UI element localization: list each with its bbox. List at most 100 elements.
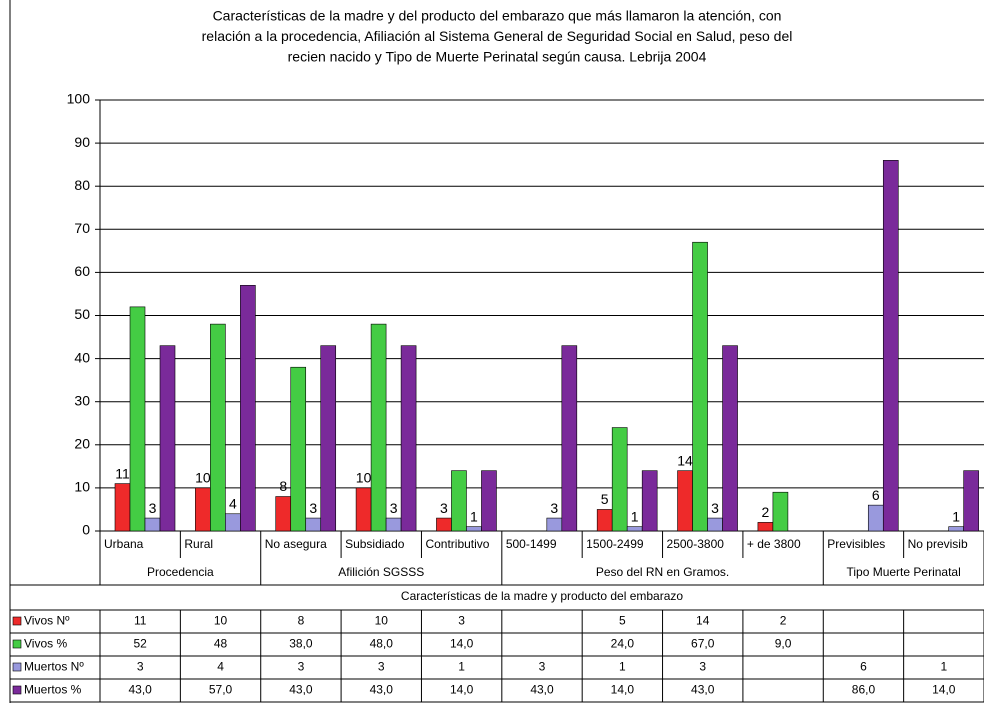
table-cell: 14,0	[611, 683, 635, 697]
bar	[159, 345, 176, 532]
table-cell: 48	[214, 637, 228, 651]
y-tick-label: 30	[74, 392, 90, 408]
table-cell: 43,0	[530, 683, 554, 697]
x-tick-label: Urbana	[104, 537, 144, 551]
bar	[626, 526, 643, 532]
legend-swatch	[12, 616, 22, 626]
x-tick-label: No asegura	[265, 537, 327, 551]
bar	[707, 517, 723, 532]
bar	[677, 470, 693, 532]
x-tick-label: Contributivo	[425, 537, 489, 551]
bar	[436, 517, 452, 532]
group-label: Tipo Muerte Perinatal	[846, 565, 960, 579]
group-label: Peso del RN en Gramos.	[596, 565, 729, 579]
data-label: 2	[762, 504, 770, 520]
bar	[948, 526, 964, 532]
data-label: 11	[115, 465, 130, 481]
table-cell: 43,0	[289, 683, 313, 697]
table-cell: 9,0	[775, 637, 792, 651]
y-tick-label: 20	[74, 436, 90, 452]
data-label: 10	[195, 470, 211, 486]
legend-swatch	[12, 662, 22, 672]
table-cell: 1	[940, 660, 947, 674]
bar	[370, 323, 387, 532]
data-label: 10	[356, 470, 372, 486]
bar	[882, 160, 899, 532]
bar	[641, 470, 658, 532]
data-label: 3	[440, 500, 448, 516]
table-cell: 57,0	[209, 683, 233, 697]
bar	[385, 517, 402, 532]
table-cell: 3	[699, 660, 706, 674]
bar	[144, 517, 161, 532]
y-tick-label: 10	[74, 479, 90, 495]
data-label: 1	[631, 508, 639, 524]
table-cell: 38,0	[289, 637, 313, 651]
table-cell: 5	[619, 614, 626, 628]
y-tick-label: 60	[74, 263, 90, 279]
bar	[400, 345, 417, 532]
data-label: 4	[229, 495, 237, 511]
x-tick-label: + de 3800	[747, 537, 801, 551]
bar	[596, 509, 613, 532]
data-label: 3	[390, 500, 398, 516]
chart-title: relación a la procedencia, Afiliación al…	[202, 28, 793, 44]
legend-label: Vivos Nº	[24, 614, 70, 628]
data-label: 1	[952, 508, 960, 524]
table-cell: 24,0	[611, 637, 635, 651]
table-cell: 86,0	[852, 683, 876, 697]
data-label: 1	[470, 508, 478, 524]
table-cell: 3	[378, 660, 385, 674]
bar	[305, 517, 322, 532]
x-tick-label: Rural	[184, 537, 213, 551]
y-tick-label: 50	[74, 306, 90, 322]
legend-label: Muertos Nº	[24, 660, 84, 674]
table-cell: 3	[458, 614, 465, 628]
bar	[772, 491, 789, 532]
data-label: 14	[677, 452, 693, 468]
bar	[195, 487, 211, 532]
table-cell: 2	[780, 614, 787, 628]
bar	[722, 345, 738, 532]
table-cell: 48,0	[370, 637, 394, 651]
table-cell: 3	[539, 660, 546, 674]
x-tick-label: 2500-3800	[667, 537, 725, 551]
bar	[963, 470, 979, 532]
bar	[210, 323, 226, 532]
y-tick-label: 40	[74, 349, 90, 365]
bar	[611, 427, 628, 532]
table-cell: 43,0	[370, 683, 394, 697]
group-label: Afilición SGSSS	[338, 565, 424, 579]
bar	[481, 470, 497, 532]
x-tick-label: Subsidiado	[345, 537, 405, 551]
table-cell: 3	[137, 660, 144, 674]
bar	[129, 306, 146, 532]
legend-swatch	[12, 685, 22, 695]
table-cell: 14,0	[450, 683, 474, 697]
bar	[290, 366, 307, 532]
table-cell: 10	[375, 614, 389, 628]
table-cell: 52	[134, 637, 148, 651]
legend-swatch	[12, 639, 22, 649]
x-tick-label: 500-1499	[506, 537, 557, 551]
table-cell: 3	[298, 660, 305, 674]
chart-title: recien nacido y Tipo de Muerte Perinatal…	[288, 49, 707, 65]
bar	[561, 345, 578, 532]
data-label: 3	[309, 500, 317, 516]
bar	[240, 285, 256, 532]
chart-title: Características de la madre y del produc…	[213, 8, 782, 24]
group-label: Procedencia	[147, 565, 214, 579]
table-cell: 8	[298, 614, 305, 628]
table-cell: 43,0	[129, 683, 153, 697]
y-tick-label: 90	[74, 134, 90, 150]
data-label: 3	[550, 500, 558, 516]
bar	[275, 496, 292, 532]
table-cell: 6	[860, 660, 867, 674]
bar	[225, 513, 241, 532]
bar	[320, 345, 337, 532]
bar	[451, 470, 467, 532]
table-cell: 43,0	[691, 683, 715, 697]
table-cell: 14,0	[932, 683, 956, 697]
table-cell: 11	[134, 614, 147, 628]
legend-label: Muertos %	[24, 683, 82, 697]
